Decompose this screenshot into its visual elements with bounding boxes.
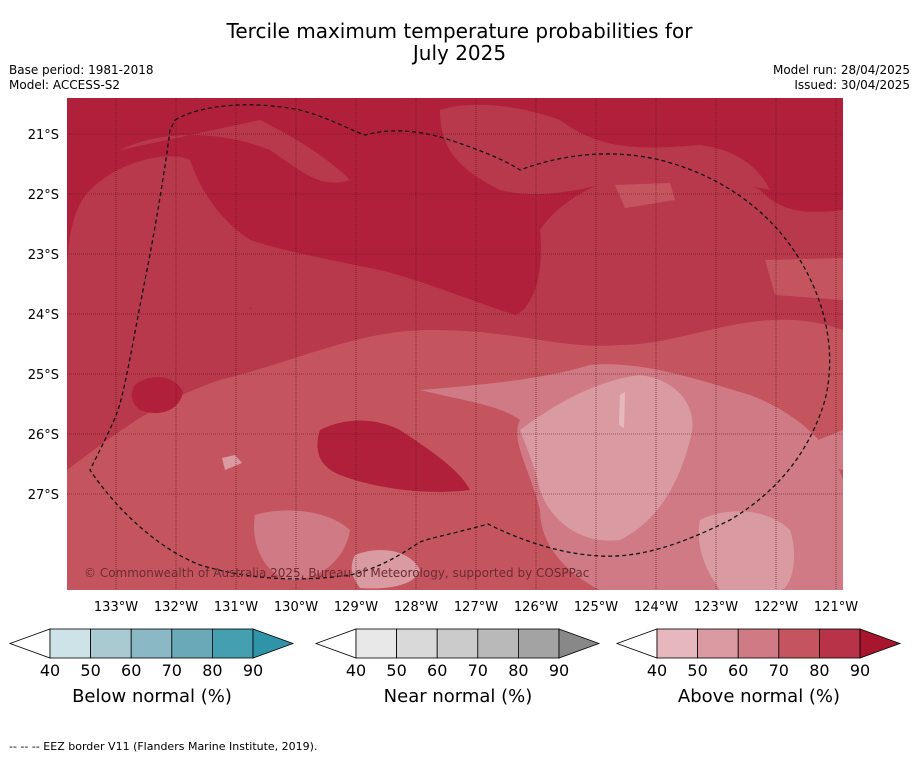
colorbar-segment [477, 628, 519, 659]
colorbar-segment [171, 628, 213, 659]
colorbar-segment [355, 628, 397, 659]
issued-date: Issued: 30/04/2025 [794, 78, 910, 92]
map-speck: · [250, 306, 251, 311]
colorbar-segment [436, 628, 479, 659]
base-period: Base period: 1981-2018 [9, 63, 154, 77]
colorbar-max-extension [252, 628, 295, 659]
colorbar: 40 50 60 70 80 90 [8, 628, 295, 680]
longitude-label: 130°W [274, 600, 318, 615]
latitude-label: 22°S [28, 188, 59, 203]
colorbar-tick-label: 50 [386, 661, 406, 680]
eez-border [89, 104, 831, 580]
longitude-label: 121°W [814, 600, 858, 615]
longitude-label: 123°W [694, 600, 738, 615]
below-normal-label: Below normal (%) [72, 686, 232, 707]
title-line-2: July 2025 [412, 41, 507, 65]
colorbar-min-extension [314, 628, 357, 659]
longitude-label: 127°W [454, 600, 498, 615]
grid-lines [67, 98, 843, 590]
longitude-labels: 133°W 132°W 131°W 130°W 129°W 128°W 127°W 126°W… [94, 600, 858, 615]
colorbar-tick-label: 70 [769, 661, 789, 680]
colorbar-tick-label: 60 [427, 661, 447, 680]
colorbar-max-extension [558, 628, 601, 659]
colorbar-tick-label: 90 [243, 661, 263, 680]
latitude-label: 24°S [28, 308, 59, 323]
colorbar-tick-label: 80 [508, 661, 528, 680]
latitude-label: 25°S [28, 368, 59, 383]
colorbar-tick-label: 80 [809, 661, 829, 680]
meta-left: Base period: 1981-2018 Model: ACCESS-S2 [9, 63, 154, 93]
colorbar-segment [737, 628, 780, 659]
colorbar-tick-label: 40 [346, 661, 366, 680]
colorbars: 40 50 60 70 80 90 40 50 60 70 80 90 40 50 60 70 80 90 [8, 628, 902, 680]
colorbar-tick-label: 80 [202, 661, 222, 680]
colorbar-tick-label: 70 [162, 661, 182, 680]
map-title: Tercile maximum temperature probabilitie… [0, 20, 919, 64]
colorbar-segment [90, 628, 132, 659]
colorbar-segment [518, 628, 560, 659]
longitude-label: 128°W [394, 600, 438, 615]
colorbar: 40 50 60 70 80 90 [615, 628, 902, 680]
colorbar-segment [697, 628, 739, 659]
colorbar-tick-label: 60 [121, 661, 141, 680]
colorbar-tick-label: 40 [647, 661, 667, 680]
latitude-label: 23°S [28, 248, 59, 263]
above-normal-label: Above normal (%) [677, 686, 841, 707]
colorbar-tick-label: 90 [850, 661, 870, 680]
colorbar-tick-label: 90 [549, 661, 569, 680]
title-line-1: Tercile maximum temperature probabilitie… [226, 19, 693, 43]
colorbar-segment [778, 628, 820, 659]
colorbar-tick-label: 50 [687, 661, 707, 680]
colorbar-tick-label: 60 [728, 661, 748, 680]
colorbar-tick-label: 70 [468, 661, 488, 680]
colorbar-segment [819, 628, 861, 659]
colorbar-segment [211, 628, 254, 659]
copyright-notice: © Commonwealth of Australia 2025, Bureau… [84, 566, 589, 580]
near-normal-label: Near normal (%) [383, 686, 533, 707]
colorbar: 40 50 60 70 80 90 [314, 628, 601, 680]
latitude-labels: 21°S 22°S 23°S 24°S 25°S 26°S 27°S [28, 128, 59, 503]
latitude-label: 27°S [28, 488, 59, 503]
colorbar-tick-label: 40 [40, 661, 60, 680]
longitude-label: 122°W [754, 600, 798, 615]
map-fill [67, 98, 843, 590]
model-run: Model run: 28/04/2025 [772, 63, 910, 77]
colorbar-segment [656, 628, 698, 659]
longitude-label: 131°W [214, 600, 258, 615]
colorbar-segment [130, 628, 173, 659]
colorbar-max-extension [859, 628, 902, 659]
longitude-label: 133°W [94, 600, 138, 615]
longitude-label: 132°W [154, 600, 198, 615]
longitude-label: 126°W [514, 600, 558, 615]
colorbar-min-extension [615, 628, 658, 659]
latitude-label: 21°S [28, 128, 59, 143]
latitude-label: 26°S [28, 428, 59, 443]
colorbar-segment [396, 628, 438, 659]
colorbar-min-extension [8, 628, 51, 659]
longitude-label: 129°W [334, 600, 378, 615]
model-name: Model: ACCESS-S2 [9, 78, 121, 92]
meta-right: Model run: 28/04/2025 Issued: 30/04/2025 [773, 63, 910, 93]
colorbar-tick-label: 50 [80, 661, 100, 680]
longitude-label: 124°W [634, 600, 678, 615]
longitude-label: 125°W [574, 600, 618, 615]
colorbar-segment [49, 628, 91, 659]
eez-footnote: -- -- -- EEZ border V11 (Flanders Marine… [9, 740, 318, 753]
